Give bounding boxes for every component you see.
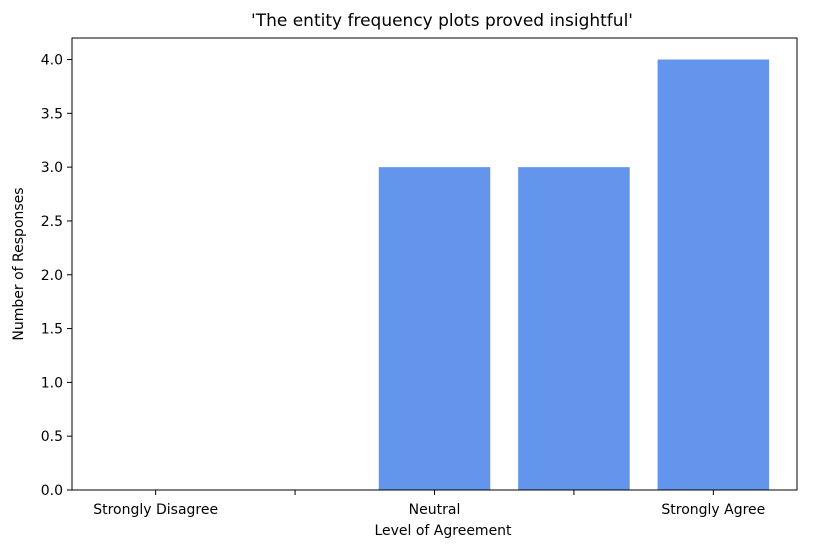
y-tick-label-8: 4.0	[41, 53, 63, 69]
y-tick-label-0: 0.0	[41, 483, 63, 499]
chart-title: 'The entity frequency plots proved insig…	[251, 11, 633, 31]
y-axis-label: Number of Responses	[11, 187, 27, 340]
y-tick-label-4: 2.0	[41, 268, 63, 284]
y-tick-label-2: 1.0	[41, 375, 63, 391]
plot-frame	[71, 37, 798, 491]
bars-group	[378, 59, 770, 491]
y-tick-label-3: 1.5	[41, 322, 63, 338]
y-tick-label-7: 3.5	[41, 106, 63, 122]
y-axis: 0.0 0.5 1.0 1.5 2.0 2.5 3.0 3.5 4.0	[41, 53, 72, 499]
bar-4	[657, 59, 770, 491]
x-axis-label: Level of Agreement	[374, 523, 512, 539]
x-axis: Strongly Disagree Neutral Strongly Agree	[93, 490, 765, 518]
x-tick-label-4: Strongly Agree	[661, 502, 765, 518]
bar-2	[378, 167, 491, 490]
bar-3	[518, 167, 630, 490]
y-tick-label-5: 2.5	[41, 214, 63, 230]
y-tick-label-1: 0.5	[41, 429, 63, 445]
x-tick-label-0: Strongly Disagree	[93, 502, 218, 518]
x-tick-label-2: Neutral	[409, 502, 461, 518]
y-tick-label-6: 3.0	[41, 160, 63, 176]
